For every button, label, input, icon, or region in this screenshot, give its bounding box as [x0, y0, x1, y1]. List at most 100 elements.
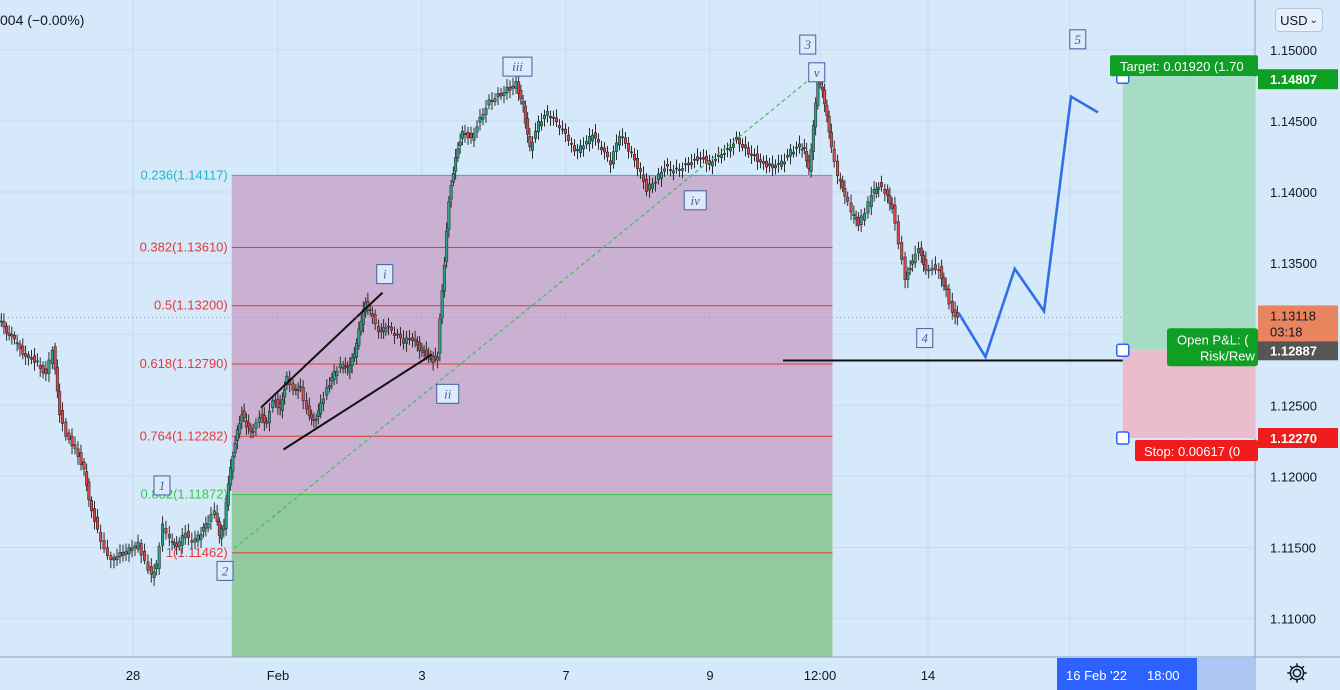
- drawings[interactable]: [0, 71, 1255, 550]
- currency-label: USD: [1280, 12, 1308, 28]
- candle-body: [118, 551, 122, 558]
- candle-body: [893, 204, 897, 224]
- candle-body: [102, 540, 106, 550]
- candle-body: [496, 93, 500, 98]
- time-tick-label: 3: [418, 668, 425, 683]
- candle-body: [620, 136, 624, 139]
- wave-label-box[interactable]: [153, 475, 171, 496]
- position-stop-handle[interactable]: [1116, 431, 1130, 445]
- candle-body: [596, 139, 600, 143]
- time-axis: [0, 657, 1255, 690]
- candle-body: [167, 533, 171, 539]
- candle-body: [10, 334, 14, 337]
- candle-body: [680, 168, 684, 171]
- wave-label-box[interactable]: [808, 62, 826, 83]
- candle-body: [271, 400, 275, 409]
- candle-body: [519, 89, 523, 100]
- candle-body: [307, 405, 311, 416]
- candle-body: [811, 125, 815, 152]
- candle-body: [874, 188, 878, 194]
- wave-label-box[interactable]: [1069, 29, 1087, 50]
- position-tool[interactable]: Target: 0.01920 (1.70 Stop: 0.00617 (0 Ope…: [1110, 55, 1258, 461]
- candle-body: [249, 427, 253, 432]
- candle-body: [121, 551, 125, 556]
- candle-body: [614, 142, 618, 152]
- candle-body: [852, 213, 856, 217]
- candle-body: [283, 389, 287, 398]
- candle-body: [587, 136, 591, 145]
- gear-icon[interactable]: [1286, 662, 1308, 684]
- wave-label-box[interactable]: [216, 560, 234, 581]
- candle-body: [233, 443, 237, 454]
- chevron-down-icon: ⌄: [1309, 14, 1318, 26]
- wave-label-box[interactable]: [683, 190, 707, 211]
- wedge-line[interactable]: [282, 353, 433, 451]
- candle-body: [305, 400, 309, 410]
- candle-body: [231, 455, 235, 472]
- candle-body: [161, 523, 165, 546]
- wave-label-text: i: [383, 267, 387, 282]
- candle-body: [285, 375, 289, 386]
- candle-body: [551, 116, 555, 119]
- candle-body: [695, 156, 699, 161]
- candle-body: [758, 159, 762, 163]
- currency-select[interactable]: USD ⌄: [1275, 8, 1323, 32]
- candle-body: [440, 290, 444, 318]
- candle-body: [791, 151, 795, 155]
- candle-body: [841, 180, 845, 188]
- candle-body: [265, 421, 269, 424]
- candle-body: [76, 448, 80, 457]
- projection-path[interactable]: [957, 94, 1099, 361]
- wave-labels[interactable]: iii 3 5 v i iv 4 ii 1 2: [153, 29, 1087, 581]
- candle-body: [805, 151, 809, 162]
- candle-body: [93, 508, 97, 522]
- candle-body: [752, 154, 756, 157]
- candle-body: [7, 332, 11, 336]
- candle-body: [355, 342, 359, 358]
- position-entry-handle[interactable]: [1116, 343, 1130, 358]
- date-badge-time: 18:00: [1147, 668, 1180, 683]
- wave-label-box[interactable]: [799, 34, 817, 55]
- candle-body: [177, 541, 181, 548]
- candle-body: [782, 161, 786, 165]
- stop-label-box[interactable]: [1135, 440, 1258, 461]
- candle-body: [602, 147, 606, 153]
- candle-body: [41, 364, 45, 374]
- target-label-box[interactable]: [1110, 55, 1258, 77]
- date-badge-box[interactable]: [1057, 658, 1197, 690]
- wave-label-box[interactable]: [436, 383, 460, 404]
- price-tick-label: 1.11000: [1270, 612, 1316, 627]
- open-pl-box[interactable]: [1167, 328, 1258, 367]
- candle-body: [716, 155, 720, 157]
- candle-body: [105, 547, 109, 557]
- candle-body: [395, 333, 399, 336]
- candle-body: [877, 187, 881, 190]
- fibonacci-retracement[interactable]: 0.236(1.14117) 0.382(1.13610) 0.5(1.13200)…: [140, 167, 833, 560]
- candle-body: [240, 414, 244, 422]
- candle-body: [447, 201, 451, 230]
- candle-body: [908, 268, 912, 271]
- candle-body: [170, 541, 174, 543]
- candle-body: [944, 285, 948, 291]
- wedge-line[interactable]: [260, 291, 384, 409]
- candle-body: [146, 561, 150, 571]
- position-target-zone[interactable]: [1122, 77, 1256, 351]
- candle-body: [254, 422, 258, 429]
- candle-body: [445, 230, 449, 262]
- candle-body: [53, 346, 57, 370]
- candle-body: [32, 355, 36, 363]
- candle-body: [490, 100, 494, 102]
- time-tick-label: Feb: [267, 668, 289, 683]
- candle-body: [456, 148, 460, 159]
- wave-label-box[interactable]: [502, 56, 533, 77]
- candle-body: [458, 141, 462, 146]
- candle-body: [947, 288, 951, 305]
- candle-body: [647, 183, 651, 191]
- candle-body: [548, 116, 552, 119]
- header-quote: 004 (−0.00%): [0, 12, 85, 28]
- wave-label-box[interactable]: [376, 264, 394, 285]
- wave-label-box[interactable]: [916, 328, 934, 349]
- candle-body: [242, 410, 246, 418]
